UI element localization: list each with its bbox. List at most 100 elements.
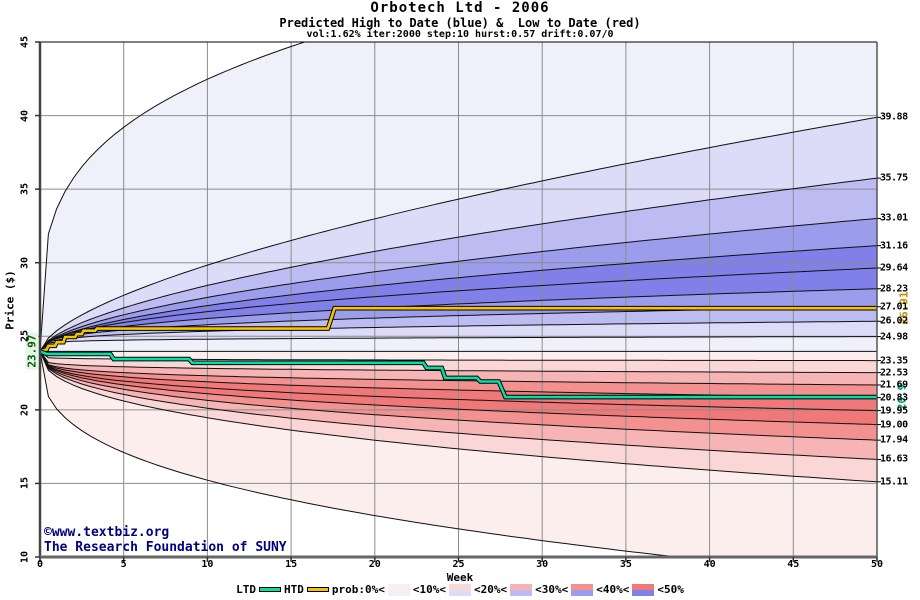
right-value-label: 22.53 — [880, 367, 908, 379]
right-value-label: 24.98 — [880, 331, 908, 343]
y-tick-label: 20 — [19, 403, 31, 416]
contour-line — [40, 116, 877, 352]
high-probability-band — [40, 288, 877, 352]
htd-line — [39, 306, 877, 353]
swatch-blue-half — [571, 589, 594, 596]
swatch-blue-half — [448, 589, 471, 596]
legend-label: <20%< — [473, 583, 508, 596]
x-tick-label: 50 — [870, 559, 884, 570]
right-value-label: 28.23 — [880, 283, 908, 295]
right-value-label: 17.94 — [880, 434, 908, 446]
legend-label: <50% — [657, 583, 684, 596]
x-tick-label: 10 — [201, 559, 214, 570]
high-probability-band — [40, 245, 877, 352]
x-tick-label: 5 — [120, 559, 127, 570]
legend-label: HTD — [284, 583, 304, 596]
swatch-red-half — [632, 583, 655, 590]
right-value-label: 29.64 — [880, 262, 908, 274]
x-tick-label: 20 — [368, 559, 381, 570]
right-value-label: 27.01 — [880, 301, 908, 313]
swatch-prob-10-20 — [448, 583, 471, 596]
contour-line — [40, 42, 307, 352]
swatch-red-half — [448, 583, 471, 590]
contour-line — [40, 336, 877, 352]
plot-frame — [35, 41, 881, 562]
right-value-label: 20.83 — [880, 392, 908, 404]
contour-line — [40, 320, 877, 352]
contour-lines — [40, 42, 877, 557]
right-value-label: 35.75 — [880, 172, 908, 184]
ltd-line — [39, 350, 877, 399]
legend: LTD HTD prob:0%< <10%< <20%< <30%< <40%< <50% — [0, 583, 920, 596]
contour-line — [40, 351, 877, 483]
y-tick-label: 25 — [19, 330, 31, 343]
x-tick-label: 30 — [536, 559, 549, 570]
watermark: ©www.textbiz.org The Research Foundation… — [44, 525, 287, 555]
high-probability-band — [40, 178, 877, 352]
y-tick-label: 30 — [19, 256, 31, 269]
swatch-red-half — [571, 583, 594, 590]
right-value-label: 23.35 — [880, 355, 908, 367]
contour-line — [40, 245, 877, 352]
swatch-blue-half — [632, 589, 655, 596]
high-probability-band — [40, 218, 877, 352]
swatch-prob-40-50 — [632, 583, 655, 596]
y-tick-label: 40 — [19, 109, 31, 122]
contour-line — [40, 288, 877, 352]
high-probability-band — [40, 268, 877, 352]
swatch-blue-half — [510, 589, 533, 596]
y-tick-label: 35 — [19, 183, 31, 196]
y-axis-title: Price ($) — [3, 270, 17, 330]
contour-line — [40, 351, 877, 426]
x-tick-label: 45 — [787, 559, 800, 570]
right-value-label: 26.02 — [880, 315, 908, 327]
y-tick-label: 45 — [19, 35, 31, 49]
chart-title: Orbotech Ltd - 2006 — [370, 0, 550, 16]
contour-line — [40, 177, 877, 352]
x-tick-label: 40 — [703, 559, 716, 570]
swatch-prob-0-10 — [387, 583, 410, 596]
x-axis-title: Week — [446, 571, 474, 584]
high-probability-band — [40, 306, 877, 352]
x-tick-label: 25 — [452, 559, 465, 570]
right-value-label: 39.88 — [880, 111, 908, 123]
chart-subtitle: Predicted High to Date (blue) & Low to D… — [279, 16, 641, 30]
x-tick-label: 0 — [36, 559, 44, 570]
watermark-line-1: ©www.textbiz.org — [44, 525, 170, 540]
legend-label: LTD — [236, 583, 256, 596]
legend-label: <40%< — [596, 583, 630, 596]
swatch-red-half — [510, 583, 533, 590]
right-value-label: 16.63 — [880, 453, 908, 465]
swatch-prob-20-30 — [510, 583, 533, 596]
contour-line — [40, 351, 682, 557]
x-tick-label: 15 — [285, 559, 298, 570]
contour-line — [40, 351, 877, 441]
low-probability-band — [40, 351, 877, 482]
low-probability-band — [40, 351, 877, 460]
swatch-red-half — [387, 583, 410, 590]
right-value-label: 15.11 — [880, 476, 908, 488]
right-value-label: 19.95 — [880, 405, 908, 417]
simulation-params: vol:1.62% iter:2000 step:10 hurst:0.57 d… — [306, 29, 614, 40]
htd-line-swatch — [306, 587, 329, 592]
contour-line — [40, 267, 877, 352]
legend-label: <30%< — [535, 583, 569, 596]
swatch-prob-30-40 — [571, 583, 594, 596]
contour-line — [40, 351, 877, 412]
right-value-label: 19.00 — [880, 419, 908, 431]
low-probability-band — [40, 351, 877, 425]
y-tick-label: 10 — [19, 550, 31, 564]
watermark-line-2: The Research Foundation of SUNY — [44, 540, 287, 555]
contour-line — [40, 217, 877, 352]
contour-line — [40, 351, 877, 460]
contour-line — [40, 351, 877, 386]
x-tick-label: 35 — [619, 559, 632, 570]
legend-label: prob:0%< — [331, 583, 385, 596]
right-value-label: 33.01 — [880, 212, 908, 224]
swatch-blue-half — [387, 589, 410, 596]
contour-line — [40, 351, 877, 374]
legend-label: <10%< — [412, 583, 446, 596]
ltd-line-swatch — [259, 587, 281, 592]
